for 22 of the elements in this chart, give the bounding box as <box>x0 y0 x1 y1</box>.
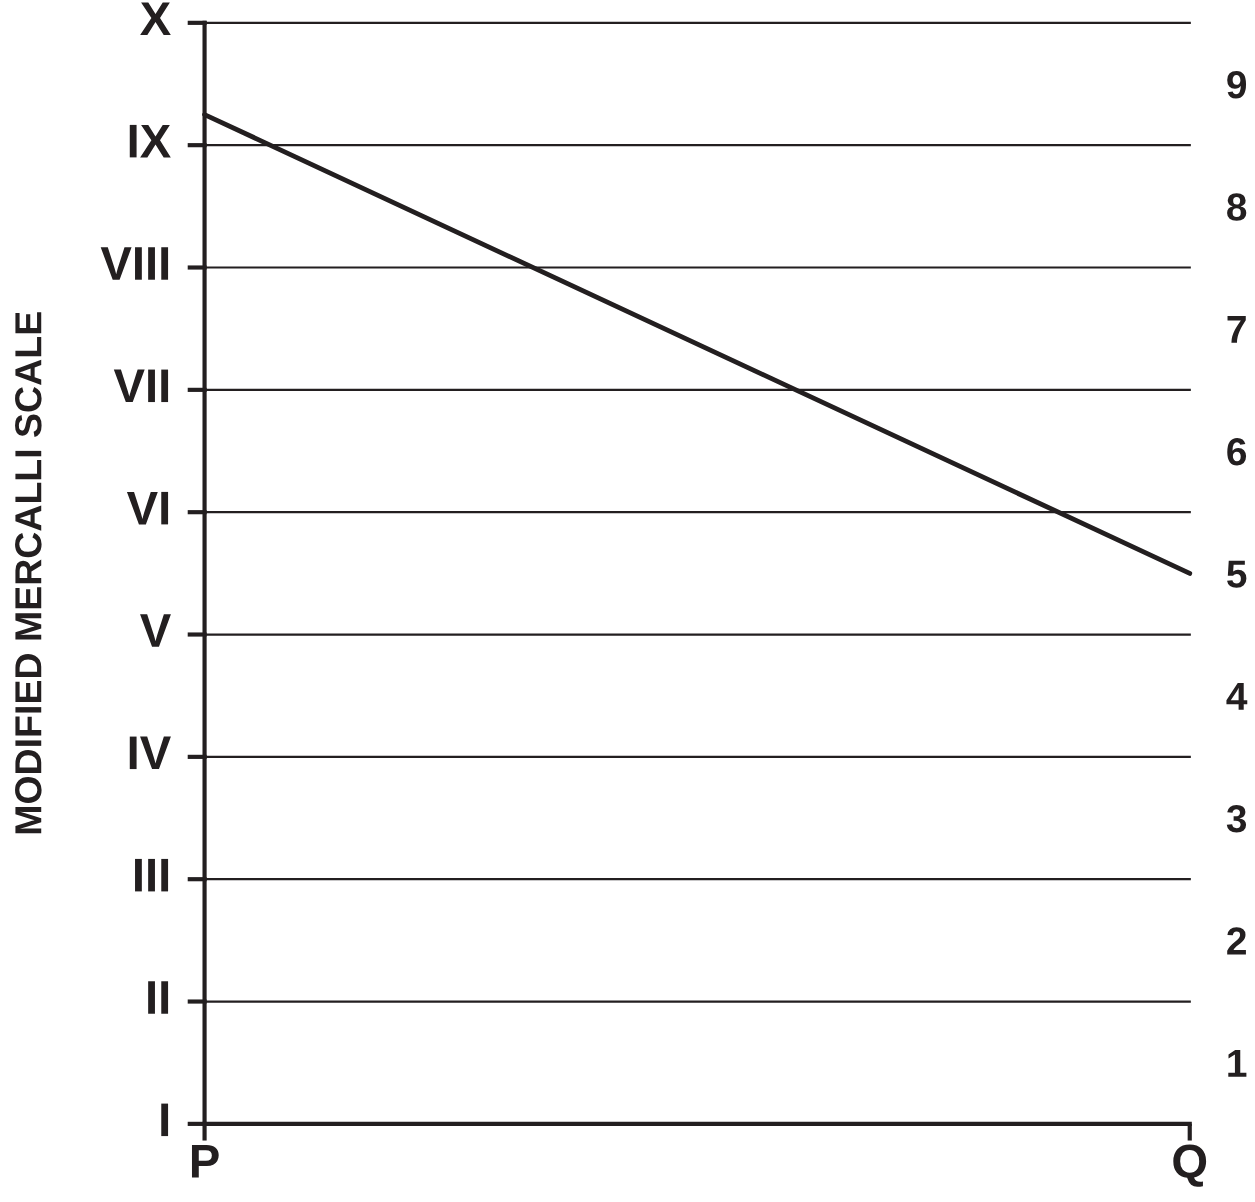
ref-line-label: III <box>135 858 169 892</box>
x-tick-label: Q <box>1173 1144 1207 1187</box>
ref-line-label: II <box>148 981 169 1014</box>
ref-line-label: VII <box>113 369 169 403</box>
ref-line-label: VIII <box>100 247 169 280</box>
y-tick-label: 6 <box>1227 437 1247 466</box>
ref-line-label: IX <box>129 124 171 158</box>
x-tick-label: P <box>191 1145 219 1178</box>
y-tick-label: 8 <box>1227 193 1247 221</box>
y-tick-label: 5 <box>1227 560 1247 588</box>
ref-line-label: V <box>140 614 171 647</box>
y-axis-title: MODIFIED MERCALLI SCALE <box>15 312 42 834</box>
ref-line-label: X <box>140 2 171 36</box>
y-tick-label: 7 <box>1227 316 1246 343</box>
y-tick-label: 4 <box>1226 683 1248 710</box>
ref-line-label: IV <box>129 736 171 770</box>
y-tick-label: 2 <box>1227 927 1246 955</box>
ref-line-label: VI <box>126 491 169 525</box>
y-tick-label: 3 <box>1226 804 1247 833</box>
y-tick-label: 1 <box>1228 1050 1247 1077</box>
annotation: I <box>161 1103 169 1137</box>
y-tick-label: 9 <box>1227 70 1247 99</box>
